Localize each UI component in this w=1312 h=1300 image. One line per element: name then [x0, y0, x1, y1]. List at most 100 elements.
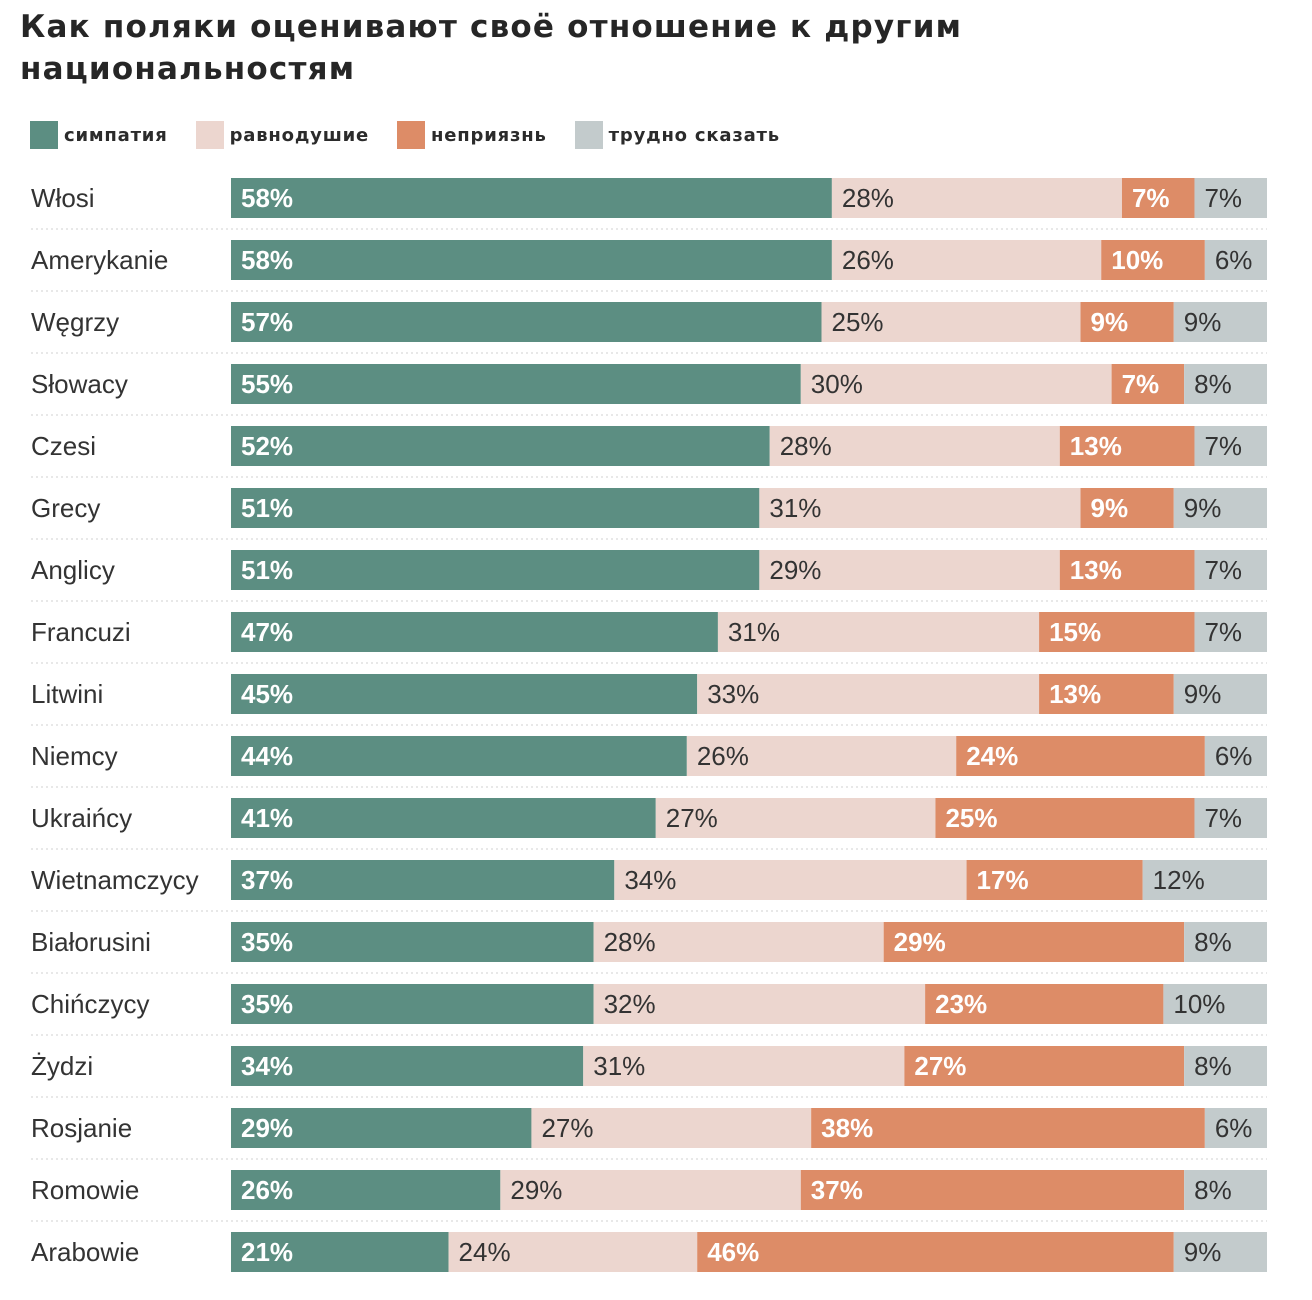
bar-segment-hard-to-say [1194, 178, 1267, 218]
data-label-hard-to-say: 9% [1184, 307, 1222, 337]
bar-segment-indifference [531, 1108, 812, 1148]
data-label-indifference: 24% [459, 1237, 511, 1267]
bar-segment-sympathy [231, 798, 656, 838]
bar-segment-dislike [1101, 240, 1205, 280]
legend-item-sympathy: симпатия [30, 121, 196, 149]
bar-segment-indifference [759, 488, 1081, 528]
data-label-sympathy: 57% [241, 307, 293, 337]
data-label-dislike: 13% [1070, 431, 1122, 461]
data-label-sympathy: 21% [241, 1237, 293, 1267]
bar-segment-sympathy [231, 364, 801, 404]
data-label-indifference: 28% [842, 183, 894, 213]
legend: симпатия равнодушие неприязнь трудно ска… [30, 120, 808, 150]
bar-segment-indifference [831, 178, 1122, 218]
data-label-dislike: 7% [1132, 183, 1170, 213]
data-label-dislike: 17% [977, 865, 1029, 895]
bar-segment-dislike [1059, 550, 1195, 590]
bar-segment-sympathy [231, 674, 698, 714]
bar-segment-hard-to-say [1194, 426, 1267, 466]
data-label-hard-to-say: 6% [1215, 741, 1253, 771]
data-label-hard-to-say: 7% [1204, 617, 1242, 647]
category-label: Litwini [31, 679, 103, 709]
bar-segment-indifference [448, 1232, 698, 1272]
data-label-hard-to-say: 9% [1184, 1237, 1222, 1267]
category-label: Ukraińcy [31, 803, 132, 833]
bar-segment-indifference [583, 1046, 905, 1086]
bar-segment-indifference [831, 240, 1102, 280]
data-label-sympathy: 47% [241, 617, 293, 647]
bar-segment-dislike [1039, 674, 1174, 714]
bar-segment-dislike [883, 922, 1185, 962]
bar-segment-sympathy [231, 1046, 584, 1086]
legend-label-hard-to-say: трудно сказать [608, 124, 780, 146]
data-label-indifference: 25% [832, 307, 884, 337]
bar-segment-indifference [614, 860, 967, 900]
data-label-hard-to-say: 8% [1194, 1175, 1232, 1205]
data-label-dislike: 27% [914, 1051, 966, 1081]
bar-segment-hard-to-say [1204, 736, 1267, 776]
data-label-dislike: 15% [1049, 617, 1101, 647]
bar-segment-indifference [800, 364, 1112, 404]
bar-segment-hard-to-say [1204, 1108, 1267, 1148]
legend-item-hard-to-say: трудно сказать [574, 121, 808, 149]
bar-segment-hard-to-say [1184, 1170, 1267, 1210]
data-label-sympathy: 45% [241, 679, 293, 709]
category-label: Amerykanie [31, 245, 168, 275]
bar-segment-hard-to-say [1184, 364, 1267, 404]
category-label: Arabowie [31, 1237, 139, 1267]
data-label-hard-to-say: 8% [1194, 927, 1232, 957]
bar-segment-sympathy [231, 612, 718, 652]
data-label-indifference: 31% [728, 617, 780, 647]
category-label: Rosjanie [31, 1113, 132, 1143]
bar-segment-sympathy [231, 1170, 501, 1210]
category-label: Słowacy [31, 369, 128, 399]
category-label: Niemcy [31, 741, 118, 771]
legend-item-dislike: неприязнь [397, 121, 575, 149]
data-label-sympathy: 55% [241, 369, 293, 399]
data-label-sympathy: 58% [241, 245, 293, 275]
bar-segment-dislike [966, 860, 1143, 900]
bar-segment-dislike [925, 984, 1164, 1024]
data-label-indifference: 30% [811, 369, 863, 399]
bar-segment-dislike [1111, 364, 1185, 404]
bar-segment-sympathy [231, 488, 760, 528]
bar-segment-hard-to-say [1173, 674, 1267, 714]
data-label-indifference: 28% [604, 927, 656, 957]
data-label-hard-to-say: 6% [1215, 245, 1253, 275]
data-label-hard-to-say: 7% [1204, 183, 1242, 213]
data-label-sympathy: 44% [241, 741, 293, 771]
data-label-sympathy: 35% [241, 927, 293, 957]
data-label-sympathy: 58% [241, 183, 293, 213]
bar-segment-sympathy [231, 302, 822, 342]
bar-segment-sympathy [231, 736, 687, 776]
data-label-indifference: 31% [593, 1051, 645, 1081]
data-label-hard-to-say: 12% [1153, 865, 1205, 895]
bar-segment-sympathy [231, 922, 594, 962]
bar-segment-indifference [593, 984, 926, 1024]
bar-segment-dislike [1080, 302, 1174, 342]
bar-segment-dislike [1039, 612, 1195, 652]
bar-segment-sympathy [231, 178, 832, 218]
bar-segment-indifference [500, 1170, 801, 1210]
bar-segment-dislike [935, 798, 1195, 838]
data-label-dislike: 10% [1111, 245, 1163, 275]
data-label-hard-to-say: 6% [1215, 1113, 1253, 1143]
legend-label-dislike: неприязнь [431, 124, 547, 146]
bar-segment-dislike [800, 1170, 1185, 1210]
data-label-indifference: 27% [666, 803, 718, 833]
category-label: Chińczycy [31, 989, 149, 1019]
category-label: Grecy [31, 493, 100, 523]
category-label: Białorusini [31, 927, 151, 957]
data-label-indifference: 33% [707, 679, 759, 709]
category-label: Włosi [31, 183, 95, 213]
data-label-indifference: 26% [697, 741, 749, 771]
legend-swatch-sympathy [30, 121, 58, 149]
bar-segment-indifference [717, 612, 1040, 652]
category-label: Anglicy [31, 555, 115, 585]
data-label-hard-to-say: 9% [1184, 493, 1222, 523]
data-label-indifference: 26% [842, 245, 894, 275]
legend-swatch-indifference [195, 121, 224, 149]
data-label-sympathy: 29% [241, 1113, 293, 1143]
bar-segment-sympathy [231, 1232, 449, 1272]
